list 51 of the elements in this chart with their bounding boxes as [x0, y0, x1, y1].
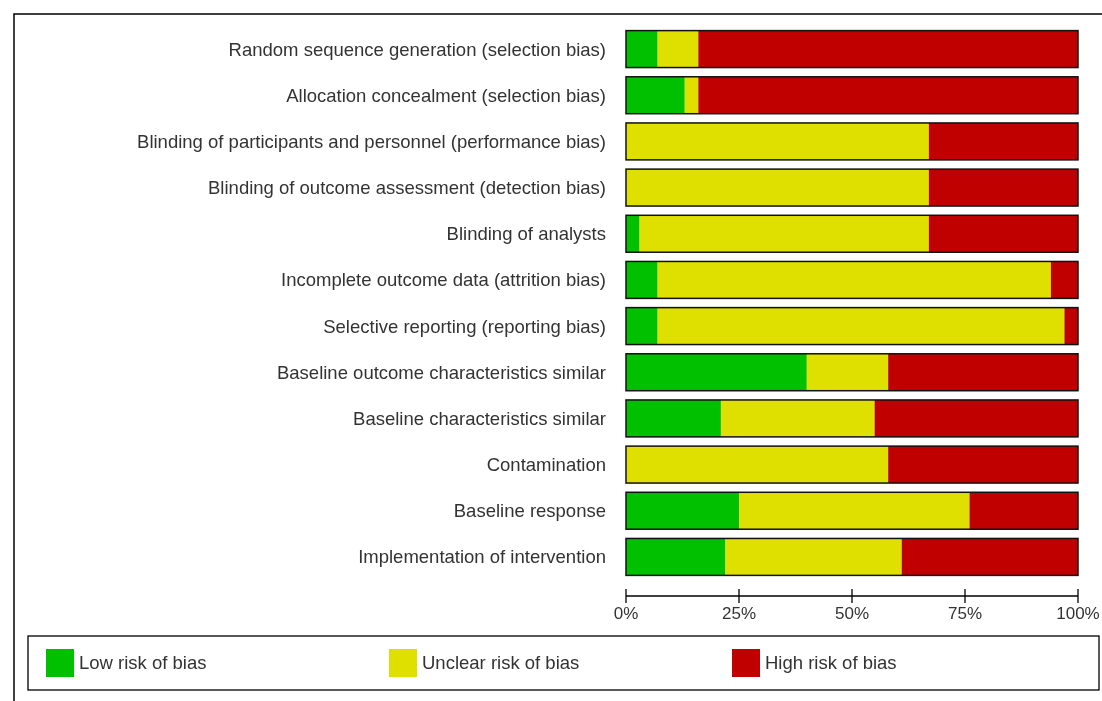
y-tick-label: Blinding of outcome assessment (detection bias) [208, 177, 606, 199]
bar [626, 538, 726, 576]
y-tick-label: Allocation concealment (selection bias) [286, 84, 606, 106]
x-tick-label: 0% [613, 604, 639, 623]
bar [1050, 261, 1078, 299]
bar [626, 76, 685, 114]
y-tick-label: Blinding of participants and personnel (performance bias) [137, 130, 606, 152]
bar [626, 307, 658, 345]
y-tick-label: Blinding of analysts [446, 223, 606, 245]
bar [928, 169, 1078, 207]
y-tick-label: Baseline characteristics similar [353, 407, 606, 429]
bar [626, 492, 739, 530]
x-tick-label: 50% [834, 604, 870, 623]
x-tick-label: 75% [947, 604, 983, 623]
bar [626, 261, 658, 299]
legend-label: Low risk of bias [79, 652, 207, 674]
bar [901, 538, 1078, 576]
y-tick-label: Contamination [486, 454, 606, 476]
y-tick-label: Baseline outcome characteristics similar [276, 361, 606, 383]
bar [969, 492, 1078, 530]
bar [657, 261, 1051, 299]
bar [739, 492, 970, 530]
bar [626, 122, 929, 160]
bar [626, 30, 658, 68]
bar [626, 446, 889, 484]
legend-label: High risk of bias [765, 652, 897, 674]
bar [806, 353, 889, 391]
bar [698, 30, 1078, 68]
bar [639, 215, 929, 253]
y-tick-label: Selective reporting (reporting bias) [323, 315, 606, 337]
bar [725, 538, 902, 576]
bar [657, 30, 699, 68]
bar [874, 399, 1078, 437]
x-tick-label: 25% [721, 604, 757, 623]
bar [720, 399, 875, 437]
y-tick-label: Incomplete outcome data (attrition bias) [281, 269, 606, 291]
bar [626, 399, 721, 437]
bar [684, 76, 699, 114]
y-tick-label: Implementation of intervention [358, 546, 606, 568]
bar [626, 169, 929, 207]
bar [1064, 307, 1078, 345]
bar [888, 353, 1078, 391]
legend-label: Unclear risk of bias [422, 652, 580, 674]
bar [698, 76, 1078, 114]
y-tick-label: Baseline response [453, 500, 606, 522]
bar [626, 353, 807, 391]
x-tick-label: 100% [1056, 604, 1100, 623]
bar [928, 215, 1078, 253]
y-tick-label: Random sequence generation (selection bias) [228, 38, 606, 60]
bar [888, 446, 1078, 484]
bar [928, 122, 1078, 160]
